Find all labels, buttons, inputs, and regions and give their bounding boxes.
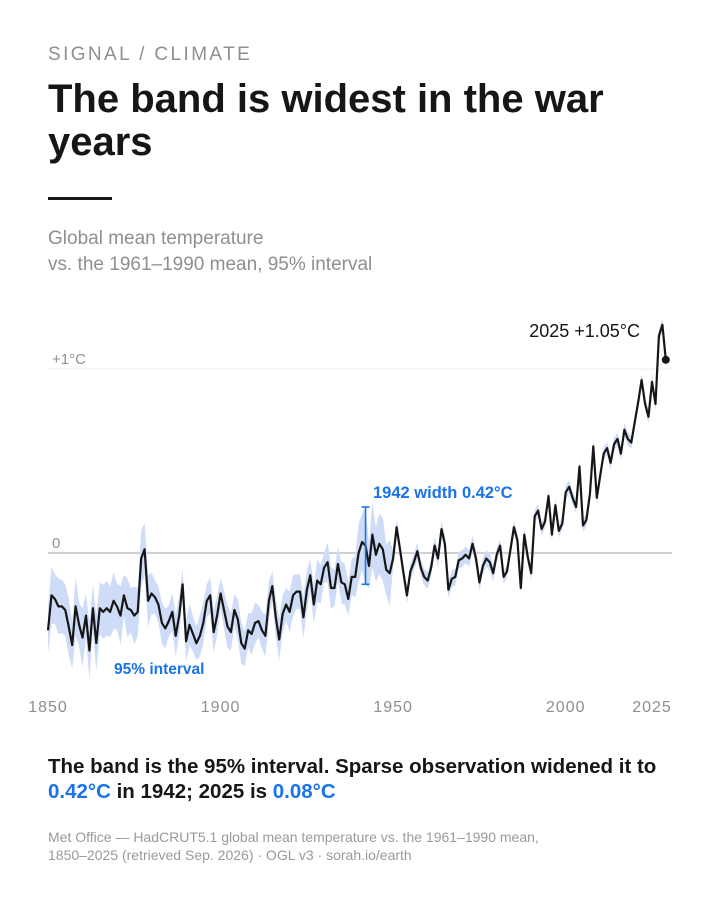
temperature-chart: 2025 +1.05°C 1942 width 0.42°C 95% interva… — [28, 318, 672, 716]
subtitle-line-1: Global mean temperature — [48, 228, 264, 249]
kicker: SIGNAL / CLIMATE — [48, 44, 253, 65]
x-tick-label: 1950 — [373, 699, 413, 716]
subtitle-line-2: vs. the 1961–1990 mean, 95% interval — [48, 253, 373, 275]
subtitle: Global mean temperature vs. the 1961–199… — [48, 226, 668, 277]
width-1942-label: 1942 width 0.42°C — [373, 484, 513, 502]
source-line-1: Met Office — HadCRUT5.1 global mean temp… — [48, 829, 539, 845]
x-tick-label: 2000 — [546, 699, 586, 716]
tick-layer: 0 +1°C 1850 1900 1950 2000 2025 — [28, 351, 672, 716]
temperature-series-line — [46, 323, 667, 652]
endpoint-2025-label: 2025 +1.05°C — [529, 321, 640, 341]
caption-highlight-1942: 0.42°C — [48, 779, 111, 803]
line-layer — [46, 323, 667, 652]
annotation-layer: 2025 +1.05°C 1942 width 0.42°C 95% interva… — [114, 321, 670, 678]
source-line-2: 1850–2025 (retrieved Sep. 2026) · OGL v3… — [48, 846, 412, 863]
x-tick-label: 1850 — [28, 699, 68, 716]
y-tick-label: 0 — [52, 535, 60, 552]
chart-caption: The band is the 95% interval. Sparse obs… — [48, 755, 688, 804]
x-tick-label: 1900 — [201, 699, 241, 716]
page-title: The band is widest in the war years — [48, 77, 604, 165]
endpoint-2025-dot — [661, 355, 670, 364]
caption-text-2: in 1942; 2025 is — [110, 779, 273, 803]
y-tick-label: +1°C — [52, 351, 86, 368]
caption-text-1: The band is the 95% interval. Sparse obs… — [48, 755, 657, 778]
title-rule — [48, 197, 112, 200]
caption-highlight-2025: 0.08°C — [272, 779, 336, 803]
source-note: Met Office — HadCRUT5.1 global mean temp… — [48, 829, 688, 864]
band-label: 95% interval — [114, 661, 204, 678]
x-tick-label: 2025 — [632, 699, 672, 716]
